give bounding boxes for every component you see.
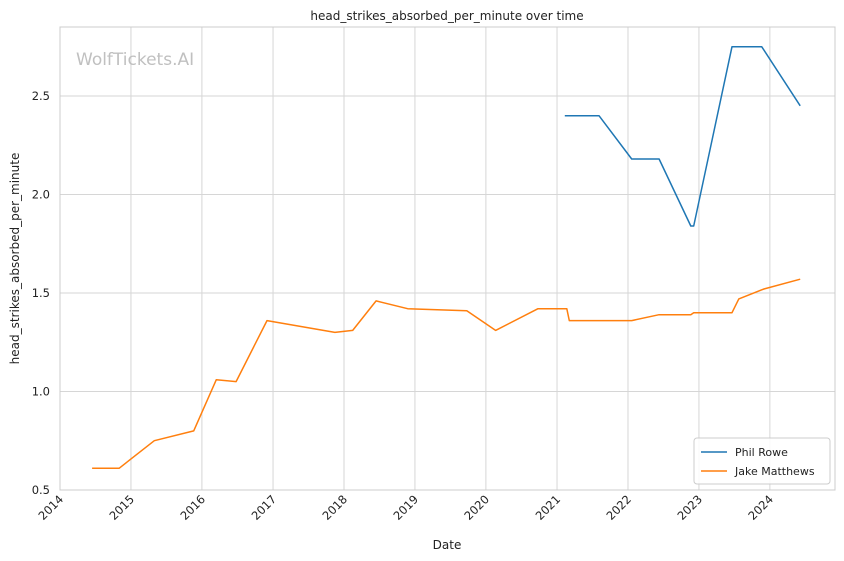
x-tick-label: 2021	[533, 492, 564, 523]
watermark: WolfTickets.AI	[76, 50, 194, 70]
series-line-jake-matthews	[92, 278, 801, 470]
legend: Phil Rowe Jake Matthews	[693, 437, 831, 485]
y-tick-label: 0.5	[32, 483, 50, 497]
plot-area	[60, 27, 835, 490]
x-tick-label: 2024	[745, 492, 776, 523]
x-tick-label: 2018	[320, 492, 351, 523]
legend-label-phil-rowe: Phil Rowe	[735, 446, 788, 459]
y-tick-label: 1.5	[32, 286, 50, 300]
plot-frame	[59, 26, 836, 491]
grid	[59, 27, 835, 491]
y-tick-label: 2.0	[32, 187, 50, 201]
x-tick-label: 2023	[674, 492, 705, 523]
x-tick-label: 2019	[390, 492, 421, 523]
x-axis-label: Date	[433, 538, 462, 552]
x-tick-label: 2015	[106, 492, 137, 523]
legend-box	[693, 437, 831, 485]
x-tick-label: 2016	[177, 492, 208, 523]
x-tick-label: 2022	[604, 492, 635, 523]
x-tick-labels: 2014 2015 2016 2017 2018 2019 2020 2021 2022 2023…	[36, 492, 776, 523]
y-tick-labels: 0.5 1.0 1.5 2.0 2.5	[32, 89, 50, 497]
y-tick-label: 1.0	[32, 384, 50, 398]
series-lines	[92, 45, 801, 470]
series-line-phil-rowe	[564, 45, 801, 227]
chart-title: head_strikes_absorbed_per_minute over ti…	[310, 9, 583, 23]
x-tick-label: 2020	[461, 492, 492, 523]
y-tick-label: 2.5	[32, 89, 50, 103]
legend-label-jake-matthews: Jake Matthews	[734, 465, 815, 478]
y-axis-label: head_strikes_absorbed_per_minute	[8, 153, 22, 365]
x-tick-label: 2017	[249, 492, 280, 523]
